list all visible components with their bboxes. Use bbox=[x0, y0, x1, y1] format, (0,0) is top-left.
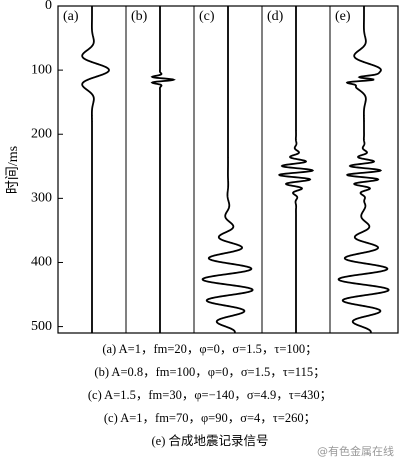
panel-label: (b) bbox=[131, 9, 148, 24]
panel-label: (e) bbox=[335, 9, 351, 24]
y-tick-label: 500 bbox=[31, 319, 52, 334]
trace bbox=[81, 6, 110, 333]
trace bbox=[150, 6, 176, 333]
watermark: @有色金属在线 bbox=[317, 444, 394, 458]
caption: (c) A=1，fm=70，φ=90，σ=4，τ=260； bbox=[104, 411, 316, 425]
y-tick-label: 300 bbox=[31, 191, 52, 206]
y-tick-label: 200 bbox=[31, 126, 52, 141]
panel-label: (a) bbox=[63, 9, 79, 24]
panel-label: (c) bbox=[199, 9, 215, 24]
y-axis-label: 时间/ms bbox=[5, 146, 21, 194]
y-tick-label: 0 bbox=[45, 0, 52, 13]
trace bbox=[277, 6, 315, 333]
caption: (e) 合成地震记录信号 bbox=[152, 433, 269, 448]
caption: (c) A=1.5，fm=30，φ=−140，σ=4.9，τ=430； bbox=[88, 388, 332, 402]
trace bbox=[337, 6, 390, 334]
y-tick-label: 100 bbox=[31, 62, 52, 77]
caption: (b) A=0.8，fm=100，φ=0，σ=1.5，τ=115； bbox=[94, 365, 325, 379]
trace bbox=[201, 6, 254, 334]
panel-label: (d) bbox=[267, 9, 284, 24]
caption: (a) A=1，fm=20，φ=0，σ=1.5，τ=100； bbox=[102, 342, 317, 356]
y-tick-label: 400 bbox=[31, 255, 52, 270]
